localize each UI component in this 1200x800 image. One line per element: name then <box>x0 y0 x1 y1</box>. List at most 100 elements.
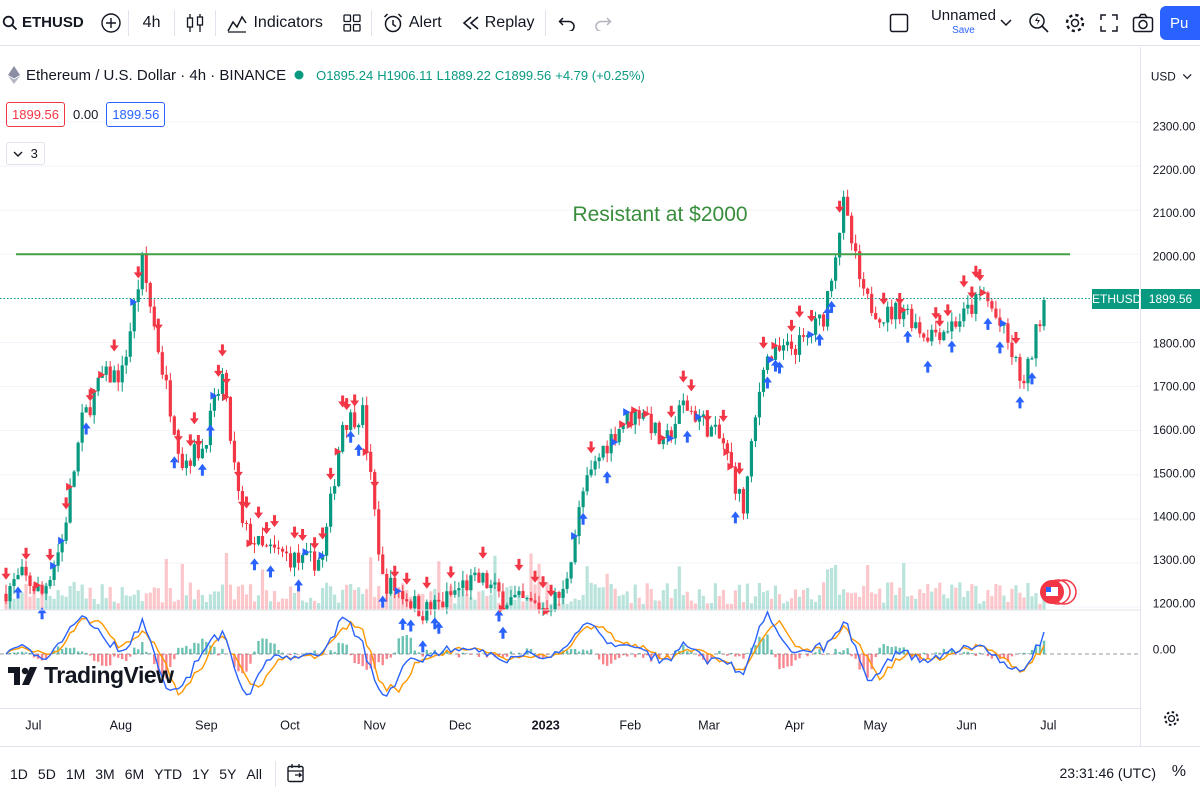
candle-body <box>36 585 40 592</box>
volume-bar <box>938 582 942 610</box>
time-label: 2023 <box>532 718 560 732</box>
currency-label[interactable]: USD <box>1151 69 1176 83</box>
oscillator-histogram-bar <box>241 654 244 674</box>
sell-arrow-marker <box>153 318 163 331</box>
volume-bar <box>557 603 561 610</box>
symbol-search-button[interactable]: ETHUSD <box>0 0 94 46</box>
search-icon <box>2 15 18 31</box>
oscillator-histogram-bar <box>746 652 749 654</box>
signal-triangle <box>631 406 639 415</box>
chart-type-button[interactable] <box>175 0 215 46</box>
candle-body <box>180 453 184 469</box>
oscillator-histogram-bar <box>734 654 737 657</box>
candle-body <box>669 430 673 439</box>
sell-arrow-marker <box>109 339 119 352</box>
settings-gear[interactable] <box>1164 711 1179 726</box>
compare-button[interactable] <box>94 0 128 46</box>
candle-body <box>288 553 293 568</box>
candle-body <box>942 331 946 341</box>
interval-label: 4h <box>142 13 161 31</box>
range-button-1m[interactable]: 1M <box>65 765 86 782</box>
candle-body <box>890 306 894 320</box>
price-chart[interactable]: Resistant at $2000 <box>0 47 1140 707</box>
buy-arrow-marker <box>770 359 780 372</box>
publish-button[interactable]: Pu <box>1160 6 1200 40</box>
market-status-icon[interactable] <box>294 70 304 80</box>
tradingview-logo[interactable]: TradingView <box>8 662 174 689</box>
oscillator-histogram-bar <box>197 643 200 654</box>
oscillator-histogram-bar <box>625 654 629 657</box>
chevron-down-icon <box>13 151 23 158</box>
undo-button[interactable] <box>546 0 588 46</box>
candle-body <box>898 302 902 320</box>
fullscreen-icon[interactable] <box>1100 14 1118 32</box>
volume-bar <box>317 603 321 610</box>
price-axis[interactable]: USD 2300.002200.002100.002000.001900.001… <box>1140 47 1200 747</box>
candle-body <box>637 410 641 419</box>
time-label: Aug <box>110 718 132 732</box>
range-button-all[interactable]: All <box>246 765 262 782</box>
redo-button[interactable] <box>588 0 618 46</box>
oscillator-histogram-bar <box>201 638 204 654</box>
quick-search-icon[interactable] <box>1028 12 1050 34</box>
candle-body <box>40 585 44 594</box>
price-tick-label: 1400.00 <box>1153 510 1196 524</box>
volume-bar <box>898 587 902 610</box>
candle-body <box>629 412 633 425</box>
indicators-button[interactable]: Indicators <box>216 0 332 46</box>
candle-body <box>862 279 866 289</box>
range-button-5y[interactable]: 5Y <box>219 765 237 782</box>
range-button-6m[interactable]: 6M <box>124 765 145 782</box>
date-range-icon[interactable] <box>286 763 306 785</box>
camera-icon[interactable] <box>1132 13 1154 33</box>
oscillator-histogram-bar <box>1018 653 1022 654</box>
range-button-1y[interactable]: 1Y <box>192 765 210 782</box>
sell-arrow-marker <box>478 546 488 559</box>
replay-button[interactable]: Replay <box>452 0 545 46</box>
volume-bar <box>633 584 637 610</box>
time-axis[interactable]: Jul Aug Sep Oct Nov Dec 2023 Feb Mar Apr May Jun Jul <box>0 708 1140 744</box>
oscillator-histogram-bar <box>990 654 994 659</box>
volume-bar <box>168 588 172 610</box>
resistance-annotation[interactable]: Resistant at $2000 <box>572 203 747 226</box>
candle-body <box>573 535 577 563</box>
range-button-5d[interactable]: 5D <box>37 765 56 782</box>
oscillator-histogram-bar <box>40 654 44 661</box>
event-badge[interactable] <box>1040 579 1077 605</box>
chevron-down-icon[interactable] <box>1182 74 1192 80</box>
sell-price-box[interactable]: 1899.56 <box>6 102 65 127</box>
interval-button[interactable]: 4h <box>129 0 175 46</box>
candle-body <box>204 445 208 449</box>
candle-body <box>8 585 12 602</box>
candle-body <box>84 407 88 413</box>
percent-scale-button[interactable]: % <box>1171 763 1186 780</box>
volume-bar <box>757 582 762 610</box>
volume-bar <box>104 598 108 610</box>
candle-body <box>232 440 237 463</box>
alert-button[interactable]: Alert <box>372 0 452 46</box>
buy-price-box[interactable]: 1899.56 <box>106 102 166 127</box>
buy-arrow-marker <box>827 300 837 313</box>
range-button-1d[interactable]: 1D <box>10 765 28 782</box>
candle-body <box>874 312 878 320</box>
volume-bars <box>4 552 1046 610</box>
oscillator-histogram-bar <box>257 640 260 654</box>
candle-body <box>773 345 778 360</box>
gear-icon[interactable] <box>1064 12 1086 34</box>
utc-clock[interactable]: 23:31:46 (UTC) <box>1059 765 1156 781</box>
sell-arrow-marker <box>787 319 797 332</box>
symbol-title[interactable]: Ethereum / U.S. Dollar · 4h · BINANCE <box>26 66 287 84</box>
range-button-3m[interactable]: 3M <box>95 765 115 782</box>
templates-button[interactable] <box>333 0 371 46</box>
candle-body <box>489 584 493 589</box>
chevron-down-icon[interactable] <box>1000 19 1012 27</box>
indicators-collapse-button[interactable]: 3 <box>6 142 45 165</box>
layout-checkbox-icon[interactable] <box>889 13 909 33</box>
range-button-ytd[interactable]: YTD <box>154 765 183 782</box>
oscillator-histogram-bar <box>341 643 344 654</box>
candle-body <box>934 329 938 333</box>
layout-name-button[interactable]: Unnamed Save <box>931 8 996 38</box>
oscillator-histogram-bar <box>333 651 336 654</box>
buy-arrow-marker <box>682 430 692 443</box>
oscillator-histogram-bar <box>265 638 268 654</box>
